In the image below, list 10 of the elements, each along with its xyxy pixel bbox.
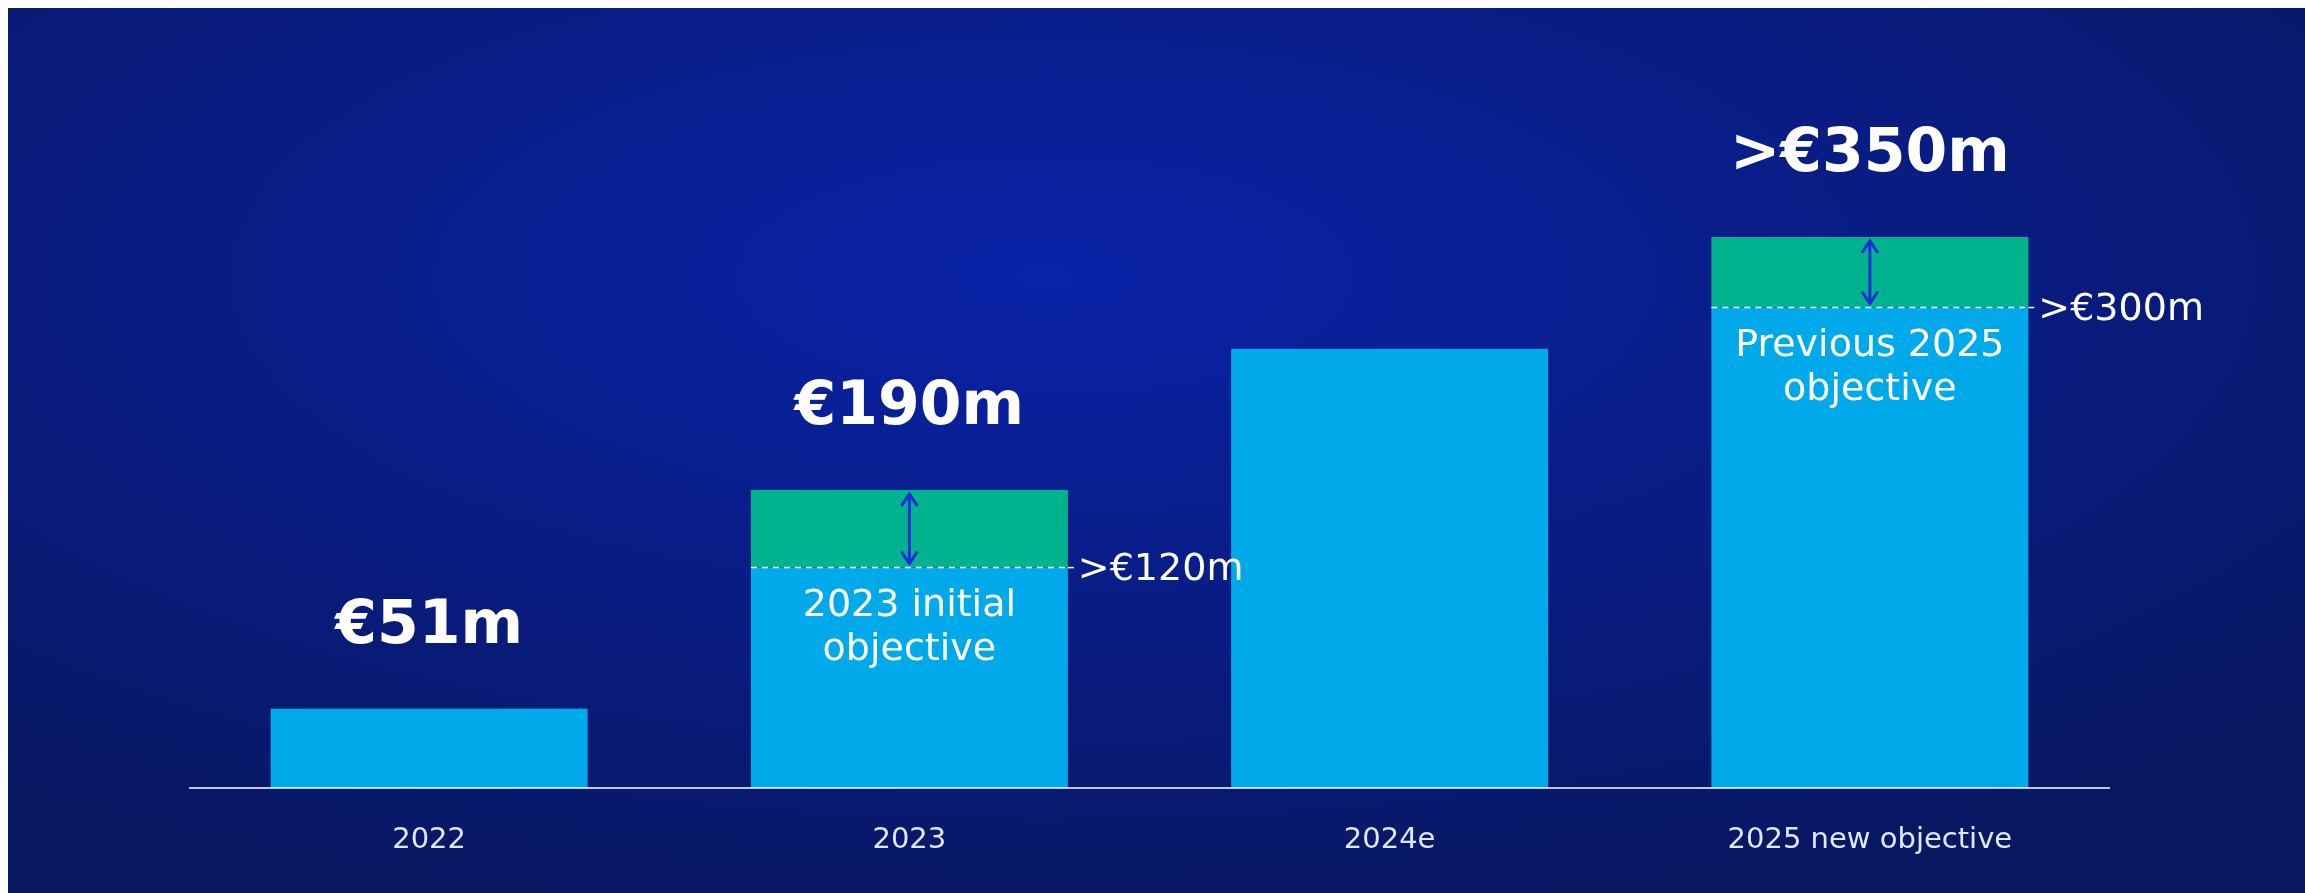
x-tick-label: 2023: [872, 821, 947, 855]
annotation: >€350m: [1729, 115, 2010, 185]
annotation: €51m: [333, 586, 524, 657]
x-tick-label: 2024e: [1343, 821, 1436, 855]
annotation: Previous 2025 objective: [1735, 320, 2005, 409]
x-tick-label: 2025 new objective: [1727, 821, 2013, 855]
annotation: 2023 initial objective: [802, 580, 1017, 669]
annotation: >€300m: [2038, 285, 2204, 330]
x-tick-label: 2022: [392, 821, 467, 855]
annotation: €190m: [792, 367, 1025, 438]
